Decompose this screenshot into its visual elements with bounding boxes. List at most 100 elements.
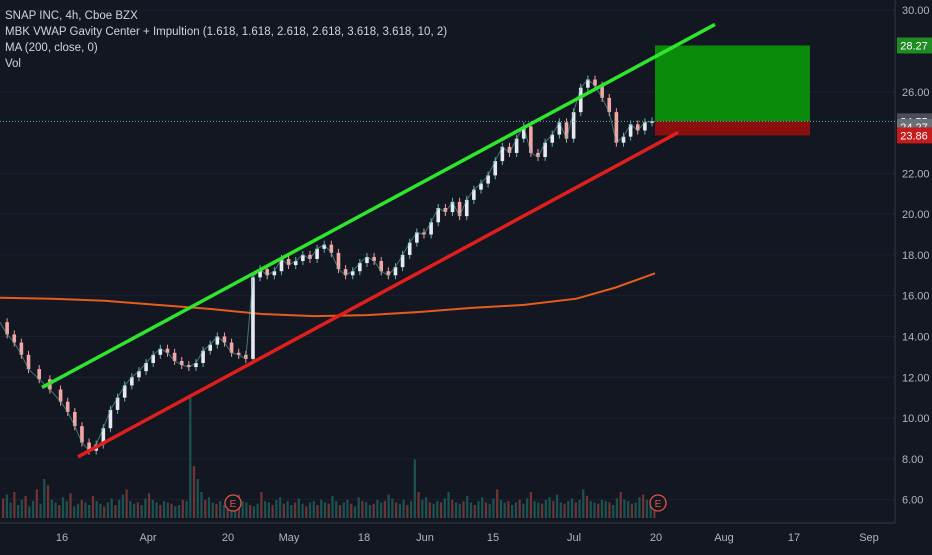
volume-bar [95,501,98,518]
volume-bar [260,492,263,518]
candle-body [179,360,184,366]
earnings-marker-label: E [230,499,237,510]
volume-bar [593,502,596,518]
indicator-vol[interactable]: Vol [5,58,21,70]
candle-body [358,263,362,272]
volume-bar [548,497,551,518]
candle-body [222,336,227,343]
volume-bar [630,503,634,518]
volume-bar [118,499,121,518]
volume-bar [147,493,151,518]
x-tick-label: Jun [416,532,434,544]
volume-bar [544,499,547,518]
y-tick-label: 12.00 [902,372,930,384]
volume-bar [301,503,304,518]
volume-bar [207,497,211,518]
volume-bar [174,506,177,518]
y-tick-label: 26.00 [902,87,930,99]
candle-body [208,344,213,351]
candle-body [386,271,391,276]
volume-bar [88,505,91,518]
volume-bar [271,505,274,518]
volume-bar [275,499,278,518]
volume-bar [424,497,428,518]
candle-body [621,136,626,143]
x-tick-label: 17 [788,532,800,544]
volume-bar [372,503,375,518]
earnings-marker-label: E [655,499,662,510]
volume-bar [368,505,372,518]
candle-body [365,256,369,264]
candle-body [315,248,319,259]
volume-bar [421,499,424,518]
candle-body [564,122,569,139]
candle-body [130,377,134,386]
candle-body [165,348,170,353]
candle-body [144,362,148,372]
candle-body [322,244,327,249]
volume-bar [16,505,20,518]
candle-body [122,385,127,398]
candle-body [422,232,426,235]
volume-bar [43,479,46,518]
candle-body [635,124,640,131]
volume-bar [612,505,615,518]
ma-200-line [0,272,656,318]
volume-bar [121,494,125,518]
volume-bar [361,501,364,518]
volume-bar [166,502,169,518]
volume-bar [151,499,154,518]
volume-bar [514,502,518,518]
volume-bar [619,492,622,518]
x-tick-label: 20 [222,532,234,544]
volume-bar [555,494,559,518]
volume-bar [563,503,566,518]
candle-body [628,124,633,137]
candle-body [400,254,405,268]
volume-bar [522,503,525,518]
volume-bar [226,502,229,518]
candle-body [26,354,31,370]
candle-body [521,126,526,139]
volume-bar [133,503,136,518]
volume-bar [473,505,476,518]
volume-bar [402,499,405,518]
candle-body [543,142,547,158]
candle-body [251,277,255,359]
candle-body [286,258,291,266]
volume-bar [380,502,383,518]
volume-bar [58,505,61,518]
volume-bar [499,499,503,518]
x-tick-label: May [279,532,300,544]
candle-body [101,428,106,445]
volume-bar [256,503,259,518]
candle-body [215,336,220,345]
volume-bar [170,503,173,518]
volume-bar [69,493,72,518]
candle-body [372,256,376,262]
volume-bar [462,501,465,518]
candle-body [308,254,312,259]
volume-bar [387,494,390,518]
candle-body [19,342,24,355]
indicator-vwap[interactable]: MBK VWAP Gavity Center + Impultion (1.61… [5,26,448,38]
volume-bar [604,501,607,518]
volume-bar [350,503,353,518]
candle-body [571,112,576,139]
volume-bar [308,502,312,518]
volume-bar [39,503,42,518]
volume-bar [162,501,166,518]
volume-bar [466,495,469,518]
volume-bar [503,502,506,518]
volume-bar [13,492,16,518]
volume-bar [196,479,199,518]
volume-bar [409,501,413,518]
volume-bar [200,492,203,518]
volume-bar [634,502,637,518]
candle-body [472,189,476,200]
candle-body [350,271,355,276]
candle-body [379,261,384,272]
volume-bar [28,506,31,518]
candle-body [236,352,241,355]
indicator-ma[interactable]: MA (200, close, 0) [5,42,98,54]
